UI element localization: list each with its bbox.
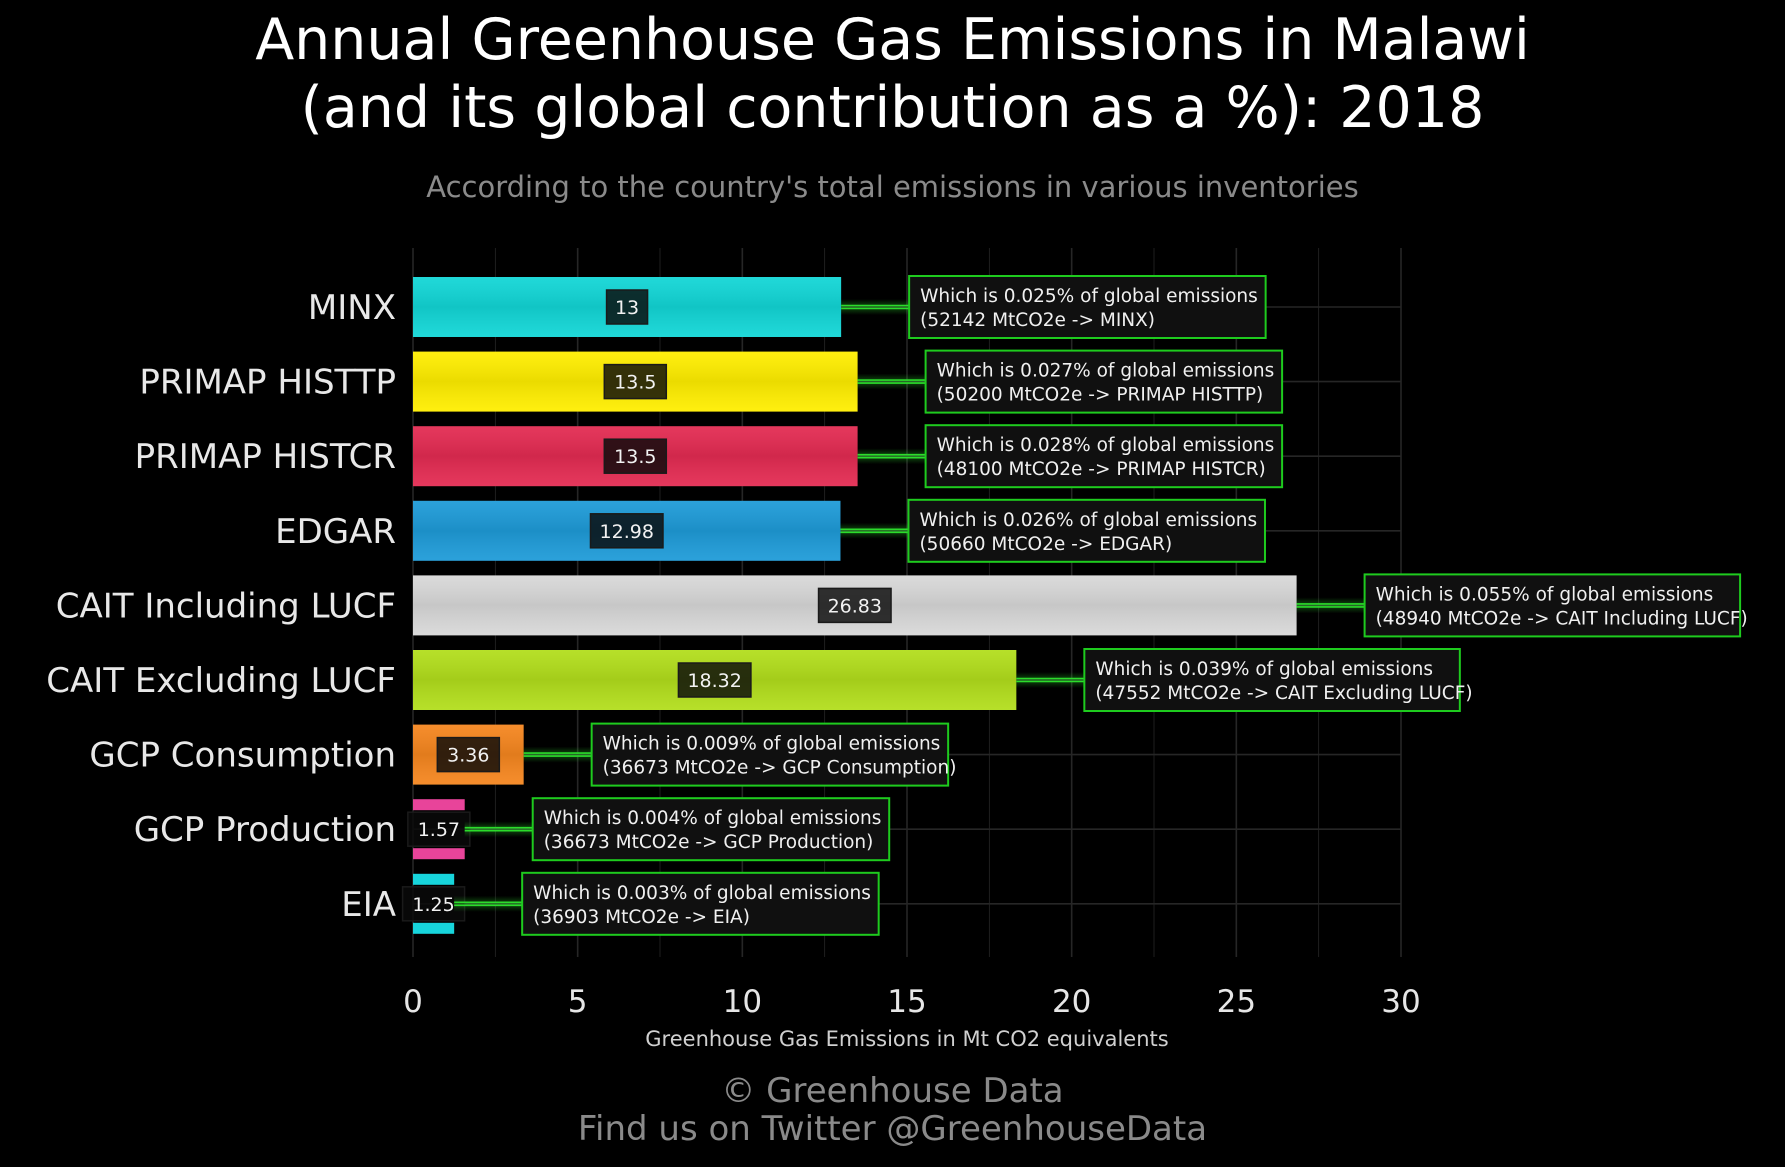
bars: 13 13.5 13.5 12.98 26.83 18.32 3.36 1.57 1.25 [401, 277, 1297, 934]
annotations: Which is 0.025% of global emissions (5214… [454, 275, 1748, 936]
x-tick-label: 20 [1052, 984, 1091, 1020]
annotation-line-2: (52142 MtCO2e -> MINX) [920, 310, 1155, 331]
annotation-line-2: (47552 MtCO2e -> CAIT Excluding LUCF) [1095, 683, 1472, 704]
value-label-box [589, 513, 664, 549]
annotation-box [924, 349, 1284, 414]
category-label: MINX [308, 288, 396, 328]
value-label: 12.98 [600, 521, 654, 543]
category-labels: MINX PRIMAP HISTTP PRIMAP HISTCR EDGAR CAIT … [46, 288, 396, 925]
value-label: 13.5 [614, 446, 656, 468]
x-tick-label: 30 [1381, 984, 1420, 1020]
annotation-line-2: (36673 MtCO2e -> GCP Production) [544, 832, 874, 853]
value-label: 13 [615, 297, 639, 319]
bar-cap-bottom [413, 922, 455, 934]
footer-twitter: Find us on Twitter @GreenhouseData [577, 1109, 1208, 1149]
annotation-line-1: Which is 0.003% of global emissions [533, 883, 871, 904]
connector-glow [523, 746, 592, 763]
connector-glow [841, 299, 910, 315]
connector-glow [857, 373, 926, 390]
title-line-1: Annual Greenhouse Gas Emissions in Malaw… [255, 7, 1530, 73]
annotation-box [521, 871, 880, 936]
connector-glow [454, 895, 523, 912]
annotation-box [1363, 573, 1742, 638]
connector-glow [840, 522, 909, 539]
title-line-2: (and its global contribution as a %): 20… [300, 75, 1485, 141]
bar-cap-top [413, 873, 455, 885]
value-label: 18.32 [687, 670, 741, 692]
annotation-line-1: Which is 0.055% of global emissions [1376, 584, 1714, 605]
annotation-box [1083, 648, 1461, 712]
value-label: 1.57 [418, 819, 460, 841]
value-label: 26.83 [828, 595, 882, 617]
annotation-line-2: (50200 MtCO2e -> PRIMAP HISTTP) [937, 385, 1264, 406]
annotation-line-1: Which is 0.025% of global emissions [920, 286, 1258, 307]
bar-cap-top [413, 799, 465, 811]
connector-glow [1296, 597, 1365, 614]
footer-credit: © Greenhouse Data [721, 1071, 1064, 1111]
annotation-line-2: (48100 MtCO2e -> PRIMAP HISTCR) [937, 459, 1266, 480]
connector-glow [857, 448, 926, 465]
x-tick-label: 15 [887, 984, 926, 1020]
annotation-line-1: Which is 0.027% of global emissions [937, 361, 1275, 382]
annotation-line-1: Which is 0.026% of global emissions [919, 510, 1257, 531]
annotation-line-2: (48940 MtCO2e -> CAIT Including LUCF) [1376, 608, 1748, 629]
annotation-box [907, 498, 1266, 563]
annotation-box [531, 797, 891, 862]
annotation-line-1: Which is 0.009% of global emissions [603, 734, 941, 755]
annotation-box [924, 424, 1284, 489]
value-label-box [603, 438, 668, 474]
x-tick-label: 25 [1217, 984, 1256, 1020]
x-tick-label: 10 [723, 984, 762, 1020]
x-axis-label: Greenhouse Gas Emissions in Mt CO2 equiv… [645, 1027, 1168, 1051]
value-label-box [603, 363, 668, 400]
annotation-line-2: (36673 MtCO2e -> GCP Consumption) [603, 758, 957, 779]
value-label-box [605, 289, 649, 325]
value-label-box [436, 736, 501, 773]
connector-glow [464, 821, 533, 838]
category-label: PRIMAP HISTCR [135, 437, 396, 477]
category-label: GCP Consumption [89, 736, 396, 776]
annotation-line-1: Which is 0.028% of global emissions [937, 435, 1275, 456]
category-label: CAIT Including LUCF [56, 586, 396, 626]
chart-title: Annual Greenhouse Gas Emissions in Malaw… [0, 6, 1785, 142]
annotation-line-2: (50660 MtCO2e -> EDGAR) [919, 534, 1172, 555]
category-label: PRIMAP HISTTP [139, 363, 396, 403]
connector-glow [1016, 672, 1085, 688]
value-label-box [817, 587, 892, 624]
chart-subtitle: According to the country's total emissio… [426, 170, 1359, 204]
value-label-box [677, 662, 752, 698]
x-tick-label: 0 [403, 984, 423, 1020]
category-label: CAIT Excluding LUCF [46, 661, 396, 701]
annotation-box [908, 275, 1267, 339]
bar-cap-bottom [413, 848, 465, 860]
annotation-line-1: Which is 0.004% of global emissions [544, 808, 882, 829]
annotation-box [590, 722, 950, 787]
category-label: EDGAR [275, 512, 396, 552]
category-label: GCP Production [134, 810, 396, 850]
x-axis: 0 5 10 15 20 25 30 Greenhouse Gas Emissions in … [403, 984, 1421, 1051]
value-label: 13.5 [614, 372, 656, 394]
value-label: 3.36 [447, 745, 489, 767]
value-label: 1.25 [412, 894, 454, 916]
x-tick-label: 5 [568, 984, 588, 1020]
footer: © Greenhouse Data Find us on Twitter @Gr… [0, 1072, 1785, 1148]
annotation-line-2: (36903 MtCO2e -> EIA) [533, 907, 750, 928]
annotation-line-1: Which is 0.039% of global emissions [1095, 659, 1433, 680]
category-label: EIA [341, 885, 396, 925]
